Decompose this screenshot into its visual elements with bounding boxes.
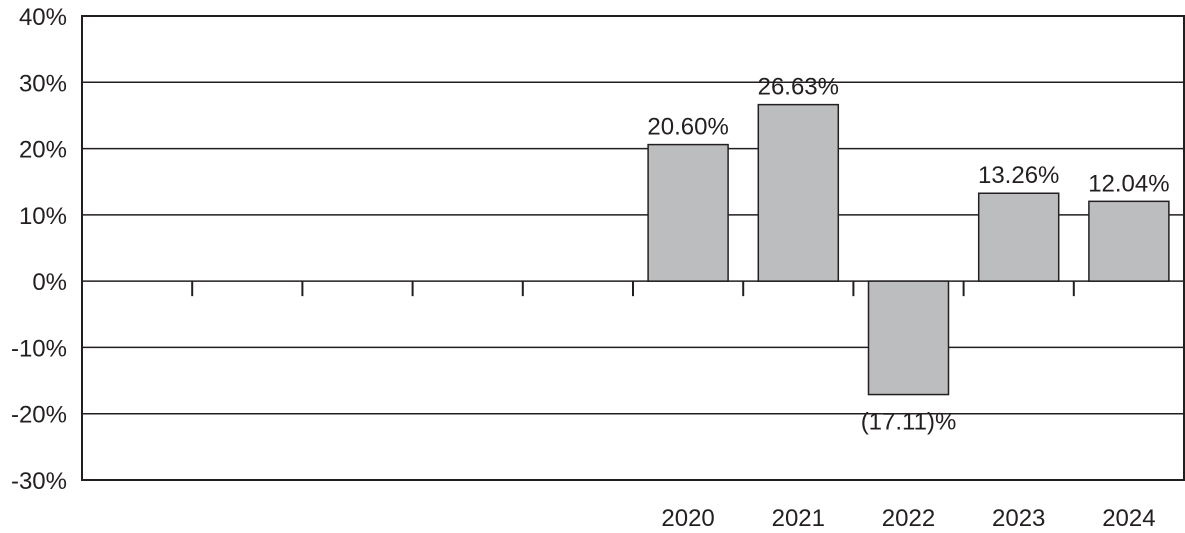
y-axis-labels: 40% 30% 20% 10% 0% -10% -20% -30% bbox=[11, 4, 67, 495]
x-axis-labels: 2020 2021 2022 2023 2024 bbox=[661, 505, 1155, 532]
bar bbox=[867, 280, 950, 396]
plot-frame bbox=[81, 15, 1185, 481]
data-labels: 20.60% 26.63% (17.11)% 13.26% 12.04% bbox=[647, 74, 1169, 436]
y-tick-label: 10% bbox=[19, 203, 67, 230]
x-tick-label: 2021 bbox=[772, 505, 825, 532]
x-axis-ticks bbox=[191, 281, 1075, 297]
y-tick-label: -10% bbox=[11, 335, 67, 362]
bar bbox=[757, 103, 840, 282]
data-label: (17.11)% bbox=[861, 409, 957, 436]
x-tick-label: 2020 bbox=[661, 505, 714, 532]
data-label: 26.63% bbox=[758, 74, 839, 101]
gridlines bbox=[82, 81, 1184, 415]
y-tick-label: 20% bbox=[19, 137, 67, 164]
x-tick-label: 2023 bbox=[992, 505, 1045, 532]
x-tick-label: 2024 bbox=[1102, 505, 1155, 532]
bars bbox=[647, 103, 1170, 396]
bar bbox=[647, 143, 729, 282]
data-label: 13.26% bbox=[978, 162, 1059, 189]
bar bbox=[977, 192, 1060, 282]
y-tick-label: -30% bbox=[11, 468, 67, 495]
data-label: 20.60% bbox=[647, 114, 728, 141]
bar bbox=[1088, 200, 1170, 282]
y-tick-label: 0% bbox=[32, 269, 67, 296]
y-tick-label: 40% bbox=[19, 4, 67, 31]
data-label: 12.04% bbox=[1088, 170, 1169, 197]
y-tick-label: -20% bbox=[11, 402, 67, 429]
y-tick-label: 30% bbox=[19, 70, 67, 97]
x-tick-label: 2022 bbox=[882, 505, 935, 532]
